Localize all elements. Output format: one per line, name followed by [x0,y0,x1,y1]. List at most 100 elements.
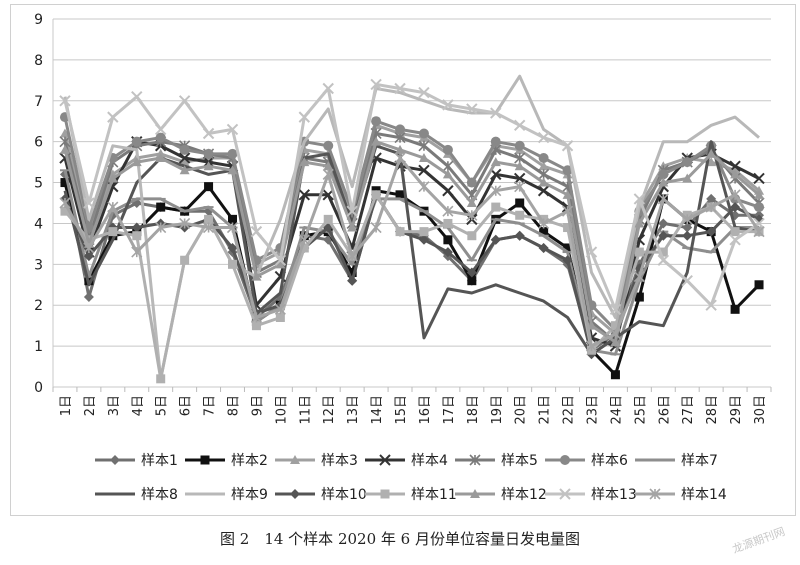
data-point [323,161,334,171]
data-point [290,489,300,499]
data-point [347,275,358,286]
legend-label: 样本12 [501,487,547,503]
data-point [730,202,741,213]
data-point [419,227,429,237]
data-point [442,144,453,155]
data-point [562,205,574,217]
data-point [730,169,741,179]
data-point [706,226,717,237]
data-point [298,111,311,123]
data-point [380,489,390,499]
x-tick-label: 15日 [394,395,409,425]
data-point [753,226,765,238]
x-tick-label: 6日 [179,395,194,416]
data-point [299,243,309,253]
x-tick-label: 8日 [227,395,242,416]
legend-label: 样本10 [321,487,367,503]
data-point [705,201,717,213]
y-tick-label: 2 [34,298,43,314]
x-tick-label: 23日 [586,395,601,425]
data-point [634,218,645,228]
x-tick-label: 22日 [562,395,577,425]
x-tick-label: 18日 [466,395,481,425]
y-tick-label: 6 [34,135,43,151]
data-point [729,160,741,172]
x-tick-label: 21日 [538,395,553,425]
data-point [274,254,287,266]
x-tick-label: 11日 [298,395,313,425]
data-point [371,190,381,200]
data-point [539,227,549,237]
data-point [131,246,143,258]
x-tick-label: 4日 [131,395,146,416]
figure-caption: 图 2 14 个样本 2020 年 6 月份单位容量日发电量图 [220,530,580,548]
data-point [634,292,644,302]
data-point [83,292,94,303]
data-point [658,230,669,241]
legend-label: 样本7 [681,453,718,469]
legend-label: 样本9 [231,487,268,503]
data-point [560,455,570,465]
x-tick-label: 25日 [633,395,648,425]
data-point [371,116,382,127]
data-point [634,247,644,257]
x-tick-label: 20日 [514,395,529,425]
data-point [179,144,190,155]
data-point [681,213,693,225]
data-point [491,202,501,212]
data-point [563,223,573,233]
data-point [657,254,670,266]
x-tick-label: 30日 [753,395,768,425]
legend-item: 样本14 [635,487,727,503]
data-point [59,95,71,107]
data-point [108,227,118,237]
data-point [515,198,525,208]
grid-lines [52,18,772,392]
data-point [298,189,311,201]
data-point [227,148,238,159]
data-point [754,280,764,290]
data-point [131,90,143,103]
data-point [682,230,693,241]
data-point [681,274,693,287]
data-point [418,140,430,152]
x-tick-label: 24日 [609,395,624,425]
x-tick-label: 19日 [490,395,505,425]
data-point [563,243,573,253]
y-tick-label: 8 [34,53,43,69]
data-point [514,230,525,241]
data-point [610,370,620,380]
data-point [467,276,477,286]
data-point [705,299,717,311]
data-point [370,221,382,234]
data-point [395,124,406,135]
data-point [290,455,300,464]
data-point [706,148,717,158]
x-tick-label: 29日 [729,395,744,425]
data-point [682,222,693,233]
legend-item: 样本8 [95,487,178,503]
y-tick-label: 5 [34,176,43,192]
data-point [729,234,741,246]
data-point [730,227,740,237]
legend-label: 样本13 [591,487,637,503]
data-point [371,136,382,146]
data-point [251,321,261,331]
legend-item: 样本4 [365,453,448,469]
data-point [60,206,70,216]
y-tick-label: 9 [34,12,43,28]
y-tick-label: 4 [34,216,43,232]
x-tick-label: 9日 [250,395,265,416]
data-point [202,127,215,140]
data-point [466,177,477,188]
data-point [490,157,501,167]
data-point [59,144,70,154]
data-point [538,217,550,230]
data-point [610,321,620,331]
data-point [204,182,214,192]
x-axis-tick-labels: 1日 2日 3日 4日 5日 6日 7日 8日 9日 10日 11日 12日 13日 14日 15日 16日 1… [59,395,768,425]
data-point [323,140,334,151]
data-point [585,340,598,352]
data-point [203,221,215,234]
data-point [418,153,429,163]
